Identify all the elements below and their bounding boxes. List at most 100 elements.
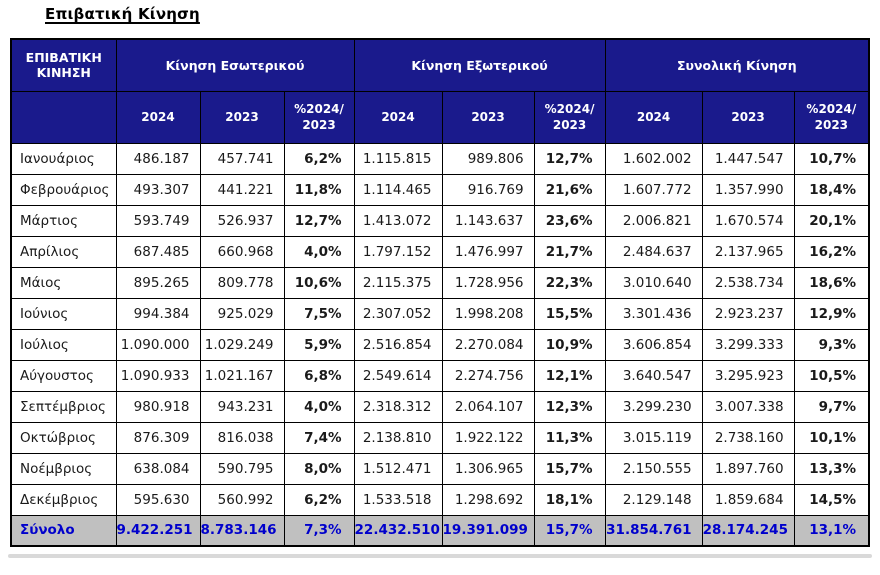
value-cell: 2.516.854 (353, 328, 443, 361)
table-header: ΕΠΙΒΑΤΙΚΗ ΚΙΝΗΣΗ Κίνηση Εσωτερικού Κίνησ… (10, 38, 870, 144)
table-row: Μάρτιος 593.749 526.937 12,7% 1.413.072 1.143… (10, 204, 870, 237)
month-cell: Ιούλιος (10, 328, 117, 361)
percent-cell: 20,1% (793, 204, 870, 237)
total-value-cell: 19.391.099 (441, 514, 535, 547)
percent-cell: 14,5% (793, 483, 870, 516)
value-cell: 526.937 (199, 204, 285, 237)
percent-cell: 12,1% (533, 359, 606, 392)
month-cell: Οκτώβριος (10, 421, 117, 454)
value-cell: 1.922.122 (441, 421, 535, 454)
value-cell: 895.265 (115, 266, 201, 299)
value-cell: 1.602.002 (604, 142, 703, 175)
percent-cell: 4,0% (283, 390, 355, 423)
month-cell: Μάιος (10, 266, 117, 299)
percent-cell: 16,2% (793, 235, 870, 268)
value-cell: 1.413.072 (353, 204, 443, 237)
table-body: Ιανουάριος 486.187 457.741 6,2% 1.115.815 989… (10, 142, 870, 516)
year-header-row: 2024 2023 %2024/ 2023 2024 2023 %2024/ 2023 20… (10, 90, 870, 144)
group-header-row: ΕΠΙΒΑΤΙΚΗ ΚΙΝΗΣΗ Κίνηση Εσωτερικού Κίνησ… (10, 38, 870, 92)
total-value-cell: 9.422.251 (115, 514, 201, 547)
value-cell: 595.630 (115, 483, 201, 516)
value-cell: 2.129.148 (604, 483, 703, 516)
month-cell: Νοέμβριος (10, 452, 117, 485)
month-cell: Ιανουάριος (10, 142, 117, 175)
value-cell: 980.918 (115, 390, 201, 423)
value-cell: 876.309 (115, 421, 201, 454)
value-cell: 441.221 (199, 173, 285, 206)
year-header-cell: 2023 (441, 90, 535, 144)
percent-cell: 6,2% (283, 483, 355, 516)
total-value-cell: 31.854.761 (604, 514, 703, 547)
percent-cell: 12,3% (533, 390, 606, 423)
value-cell: 1.115.815 (353, 142, 443, 175)
year-header-cell: 2023 (701, 90, 795, 144)
percent-cell: 10,6% (283, 266, 355, 299)
percent-cell: 7,5% (283, 297, 355, 330)
year-header-cell: 2023 (199, 90, 285, 144)
value-cell: 590.795 (199, 452, 285, 485)
value-cell: 1.357.990 (701, 173, 795, 206)
month-cell: Σεπτέμβριος (10, 390, 117, 423)
percent-cell: 10,1% (793, 421, 870, 454)
value-cell: 660.968 (199, 235, 285, 268)
value-cell: 687.485 (115, 235, 201, 268)
month-cell: Απρίλιος (10, 235, 117, 268)
percent-cell: 10,9% (533, 328, 606, 361)
percent-cell: 21,6% (533, 173, 606, 206)
total-value-cell: 28.174.245 (701, 514, 795, 547)
month-cell: Δεκέμβριος (10, 483, 117, 516)
total-label: Σύνολο (10, 514, 117, 547)
total-percent-cell: 7,3% (283, 514, 355, 547)
value-cell: 1.447.547 (701, 142, 795, 175)
percent-cell: 12,7% (283, 204, 355, 237)
total-row: Σύνολο 9.422.251 8.783.146 7,3% 22.432.510 19… (10, 514, 870, 547)
table-row: Ιούνιος 994.384 925.029 7,5% 2.307.052 1.998.… (10, 297, 870, 330)
total-percent-cell: 15,7% (533, 514, 606, 547)
percent-cell: 18,6% (793, 266, 870, 299)
table-row: Οκτώβριος 876.309 816.038 7,4% 2.138.810 1.92… (10, 421, 870, 454)
total-percent-cell: 13,1% (793, 514, 870, 547)
value-cell: 994.384 (115, 297, 201, 330)
group-header-international: Κίνηση Εξωτερικού (353, 38, 606, 92)
value-cell: 1.607.772 (604, 173, 703, 206)
value-cell: 943.231 (199, 390, 285, 423)
percent-cell: 4,0% (283, 235, 355, 268)
value-cell: 2.318.312 (353, 390, 443, 423)
corner-empty-cell (10, 90, 117, 144)
year-header-cell: 2024 (115, 90, 201, 144)
table-row: Δεκέμβριος 595.630 560.992 6,2% 1.533.518 1.2… (10, 483, 870, 516)
table-row: Φεβρουάριος 493.307 441.221 11,8% 1.114.465 9… (10, 173, 870, 206)
month-cell: Φεβρουάριος (10, 173, 117, 206)
value-cell: 3.606.854 (604, 328, 703, 361)
value-cell: 3.299.230 (604, 390, 703, 423)
value-cell: 3.299.333 (701, 328, 795, 361)
value-cell: 916.769 (441, 173, 535, 206)
month-cell: Μάρτιος (10, 204, 117, 237)
value-cell: 3.295.923 (701, 359, 795, 392)
table-row: Μάιος 895.265 809.778 10,6% 2.115.375 1.728.9… (10, 266, 870, 299)
value-cell: 925.029 (199, 297, 285, 330)
total-value-cell: 8.783.146 (199, 514, 285, 547)
percent-cell: 11,3% (533, 421, 606, 454)
bottom-divider (8, 554, 872, 558)
percent-cell: 5,9% (283, 328, 355, 361)
value-cell: 2.006.821 (604, 204, 703, 237)
percent-cell: 6,8% (283, 359, 355, 392)
value-cell: 3.640.547 (604, 359, 703, 392)
percent-cell: 21,7% (533, 235, 606, 268)
value-cell: 1.476.997 (441, 235, 535, 268)
year-header-cell: %2024/ 2023 (283, 90, 355, 144)
value-cell: 2.150.555 (604, 452, 703, 485)
year-header-cell: %2024/ 2023 (533, 90, 606, 144)
table-row: Νοέμβριος 638.084 590.795 8,0% 1.512.471 1.30… (10, 452, 870, 485)
table-footer: Σύνολο 9.422.251 8.783.146 7,3% 22.432.510 19… (10, 514, 870, 547)
percent-cell: 12,7% (533, 142, 606, 175)
percent-cell: 10,5% (793, 359, 870, 392)
table-row: Αύγουστος 1.090.933 1.021.167 6,8% 2.549.614… (10, 359, 870, 392)
percent-cell: 15,7% (533, 452, 606, 485)
value-cell: 3.015.119 (604, 421, 703, 454)
total-value-cell: 22.432.510 (353, 514, 443, 547)
percent-cell: 8,0% (283, 452, 355, 485)
value-cell: 2.064.107 (441, 390, 535, 423)
table-row: Ιούλιος 1.090.000 1.029.249 5,9% 2.516.854 2.… (10, 328, 870, 361)
